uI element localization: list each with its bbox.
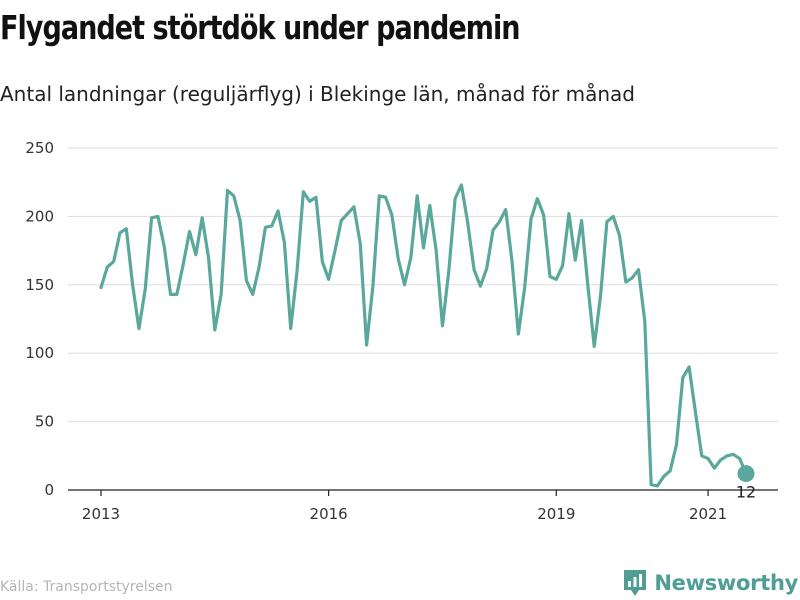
- bar-chart-badge-icon: [624, 570, 647, 596]
- x-tick-label: 2013: [82, 505, 120, 523]
- x-tick-label: 2019: [537, 505, 575, 523]
- brand-logo: Newsworthy: [622, 568, 798, 598]
- y-tick-label: 250: [25, 139, 54, 157]
- last-point-marker: [737, 465, 755, 483]
- y-tick-label: 150: [25, 276, 54, 294]
- y-tick-label: 50: [35, 413, 54, 431]
- x-tick-label: 2016: [310, 505, 348, 523]
- y-tick-label: 100: [25, 344, 54, 362]
- y-tick-label: 200: [25, 207, 54, 225]
- page-subtitle: Antal landningar (reguljärflyg) i Blekin…: [0, 82, 635, 106]
- brand-name: Newsworthy: [654, 571, 798, 595]
- last-value-label: 12: [736, 483, 756, 502]
- page-title: Flygandet störtdök under pandemin: [0, 8, 521, 47]
- source-note: Källa: Transportstyrelsen: [0, 579, 173, 595]
- y-tick-label: 0: [44, 481, 54, 499]
- series-line: [99, 183, 748, 488]
- x-tick-label: 2021: [689, 505, 727, 523]
